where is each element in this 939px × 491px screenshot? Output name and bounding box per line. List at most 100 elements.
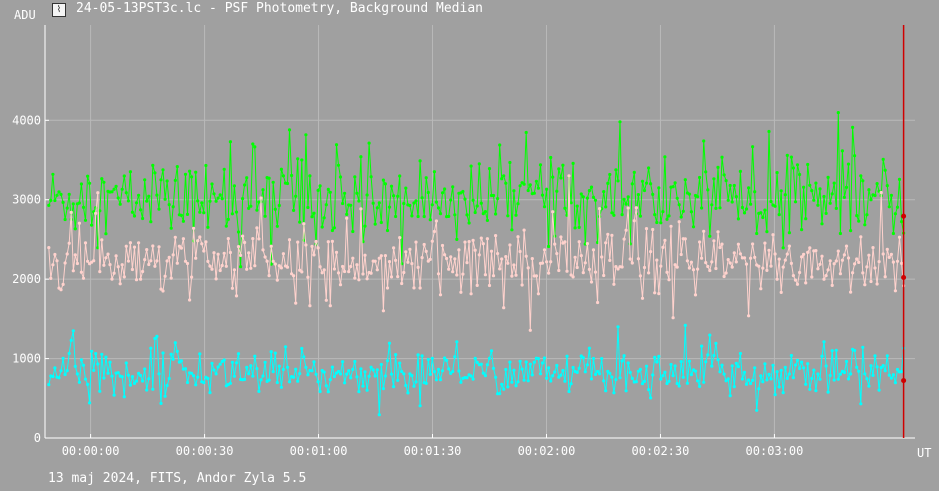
data-point <box>365 277 369 281</box>
data-point <box>600 357 604 361</box>
data-point <box>114 184 118 188</box>
data-point <box>134 379 139 383</box>
data-point <box>465 261 469 265</box>
data-point <box>861 345 865 349</box>
data-point <box>812 198 816 202</box>
data-point <box>761 380 765 384</box>
data-point <box>816 267 820 271</box>
data-point <box>336 271 341 275</box>
data-point <box>791 166 796 170</box>
data-point <box>122 275 126 279</box>
data-point <box>628 257 632 261</box>
data-point <box>618 120 622 124</box>
data-point <box>345 212 349 216</box>
data-point <box>261 248 265 252</box>
data-point <box>365 388 369 392</box>
data-point <box>116 196 120 200</box>
data-point <box>551 210 555 214</box>
data-point <box>194 170 198 174</box>
data-point <box>861 179 865 183</box>
data-point <box>575 370 579 374</box>
data-point <box>508 243 512 247</box>
data-point <box>518 184 522 188</box>
data-point <box>767 248 771 252</box>
data-point <box>130 267 134 272</box>
data-point <box>212 368 216 372</box>
data-point <box>897 235 902 239</box>
y-axis-label: ADU <box>14 8 36 22</box>
data-point <box>698 175 702 180</box>
data-point <box>83 241 88 245</box>
data-point <box>73 227 77 231</box>
data-point <box>634 380 638 384</box>
light-curve-icon[interactable]: ⌇ <box>52 3 66 17</box>
data-point <box>249 364 253 368</box>
data-point <box>679 360 683 364</box>
y-tick-label: 4000 <box>12 113 41 127</box>
data-point <box>330 228 334 233</box>
data-point <box>251 142 255 146</box>
data-point <box>761 215 765 220</box>
data-point <box>618 376 622 380</box>
data-point <box>328 378 332 382</box>
data-point <box>208 391 212 395</box>
data-point <box>347 369 351 373</box>
x-tick-label: 00:01:00 <box>290 444 348 458</box>
data-point <box>345 216 349 220</box>
data-point <box>385 286 390 290</box>
data-point <box>151 387 155 391</box>
data-point <box>606 232 610 236</box>
data-point <box>518 359 522 363</box>
data-point <box>287 380 292 384</box>
data-point <box>889 193 894 197</box>
data-point <box>608 258 612 262</box>
data-point <box>806 162 810 167</box>
data-point <box>769 377 773 381</box>
data-point <box>443 187 447 191</box>
data-point <box>171 357 175 361</box>
data-point <box>644 181 649 185</box>
data-point <box>665 381 669 386</box>
data-point <box>706 353 710 357</box>
data-point <box>202 381 206 385</box>
data-point <box>487 283 492 288</box>
data-point <box>410 214 414 218</box>
data-point <box>141 379 145 383</box>
data-point <box>661 245 665 249</box>
data-point <box>255 226 259 230</box>
data-point <box>357 199 361 203</box>
data-point <box>387 205 392 209</box>
data-point <box>361 272 365 276</box>
data-point <box>755 231 759 236</box>
data-point <box>736 365 741 369</box>
data-point <box>587 189 592 193</box>
data-point <box>296 240 300 244</box>
data-point <box>869 279 873 284</box>
data-point <box>775 171 779 175</box>
data-point <box>647 271 651 275</box>
data-point <box>275 380 279 385</box>
data-point <box>247 372 251 376</box>
data-point <box>640 179 645 183</box>
data-point <box>563 379 567 383</box>
data-point <box>224 224 228 228</box>
data-point <box>834 206 838 210</box>
data-point <box>700 206 704 210</box>
data-point <box>75 372 79 376</box>
time-cursor[interactable] <box>901 25 907 438</box>
data-point <box>285 181 290 186</box>
data-point <box>57 190 61 194</box>
data-point <box>734 361 738 365</box>
data-point <box>357 390 361 394</box>
data-point <box>322 268 326 272</box>
data-point <box>783 365 787 369</box>
data-point <box>90 223 94 227</box>
data-point <box>106 371 110 375</box>
data-point <box>604 205 608 209</box>
data-point <box>887 373 891 377</box>
data-point <box>269 244 273 248</box>
data-point <box>875 282 879 286</box>
data-point <box>787 372 792 376</box>
data-point <box>557 268 561 273</box>
